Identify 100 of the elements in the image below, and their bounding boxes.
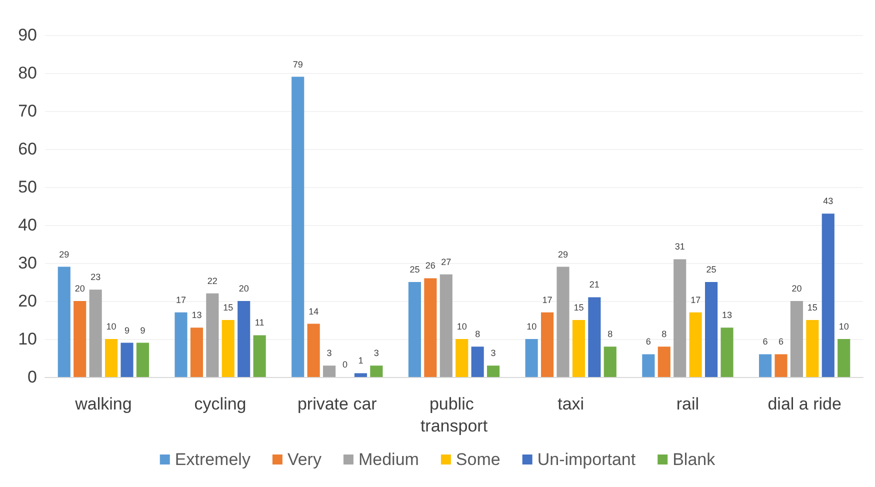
data-label: 29 (558, 249, 568, 260)
legend-label: Very (287, 450, 322, 469)
bar (487, 366, 500, 377)
data-label: 8 (608, 329, 613, 340)
bar (774, 354, 788, 377)
data-label: 23 (90, 272, 101, 282)
y-tick-label: 10 (18, 330, 37, 348)
data-label: 17 (542, 294, 552, 305)
data-label: 17 (176, 294, 186, 305)
data-label: 25 (410, 264, 420, 274)
bar (206, 293, 219, 377)
data-label: 13 (192, 310, 202, 320)
bar (105, 339, 118, 377)
legend-label: Medium (358, 450, 419, 469)
bar (838, 339, 850, 377)
bar (689, 312, 702, 377)
data-label: 10 (838, 322, 849, 332)
bar (556, 266, 570, 377)
bar (720, 328, 734, 377)
x-tick-label: dial a ride (768, 394, 842, 414)
x-tick-label: private car (297, 394, 378, 414)
x-tick-label: taxi (558, 394, 584, 414)
bar (642, 354, 655, 377)
data-label: 1 (358, 356, 364, 366)
bar (323, 366, 336, 377)
bar (525, 339, 538, 377)
y-tick-label: 70 (18, 102, 37, 120)
data-label: 8 (475, 329, 480, 340)
bar (758, 354, 772, 377)
data-label: 20 (792, 284, 802, 294)
y-tick-label: 90 (18, 26, 37, 44)
bar (456, 339, 468, 377)
data-label: 3 (490, 348, 496, 358)
data-label: 25 (706, 264, 716, 274)
data-label: 22 (207, 276, 218, 286)
data-label: 0 (342, 360, 348, 370)
bar (136, 342, 150, 377)
data-label: 8 (662, 329, 667, 340)
bar (190, 328, 203, 377)
bar (658, 346, 670, 377)
bar (541, 312, 554, 377)
data-label: 11 (254, 318, 264, 328)
bar (790, 301, 803, 377)
bar (440, 274, 452, 377)
bar (292, 76, 304, 377)
y-tick-label: 60 (18, 140, 37, 158)
data-label: 10 (106, 322, 116, 332)
bar (604, 346, 616, 377)
data-label: 13 (722, 310, 732, 320)
x-tick-label: rail (676, 394, 700, 414)
bar (471, 346, 484, 377)
legend-label: Extremely (174, 450, 251, 469)
y-tick-label: 20 (18, 292, 37, 310)
data-label: 31 (674, 242, 685, 252)
data-label: 3 (374, 348, 379, 358)
data-label: 3 (326, 348, 332, 358)
data-label: 6 (762, 336, 768, 347)
legend-label: Some (456, 450, 500, 469)
bar (222, 320, 234, 377)
bar (572, 320, 585, 377)
data-label: 9 (140, 325, 146, 336)
x-tick-label: walking (74, 394, 132, 414)
data-label: 29 (59, 249, 70, 260)
bar (238, 301, 250, 377)
x-tick-label: public transport (420, 394, 488, 436)
bar (58, 266, 70, 377)
bar (674, 259, 686, 377)
bar (370, 366, 383, 377)
bar (588, 297, 601, 377)
bar (307, 324, 320, 377)
bar (120, 342, 134, 377)
data-label: 9 (124, 325, 130, 336)
data-label: 20 (74, 284, 85, 294)
y-tick-label: 80 (18, 64, 37, 82)
data-label: 20 (238, 284, 249, 294)
legend-label: Un-important (537, 450, 636, 469)
data-label: 6 (646, 336, 651, 347)
legend-label: Blank (672, 450, 716, 469)
data-label: 17 (690, 294, 701, 305)
bar (89, 290, 102, 377)
bar (822, 214, 834, 377)
data-label: 26 (425, 260, 436, 271)
data-label: 15 (574, 302, 584, 312)
y-tick-label: 40 (18, 216, 37, 234)
bar (174, 312, 188, 377)
data-label: 15 (223, 302, 234, 312)
data-label: 14 (308, 306, 319, 316)
bar (74, 301, 86, 377)
y-tick-label: 50 (18, 178, 37, 196)
data-label: 10 (456, 322, 467, 332)
y-tick-label: 30 (18, 254, 37, 272)
data-label: 43 (823, 196, 834, 206)
x-tick-label: cycling (194, 394, 246, 414)
data-label: 79 (292, 59, 303, 70)
data-label: 10 (526, 322, 537, 332)
bar (424, 278, 437, 377)
bar (806, 320, 819, 377)
data-label: 6 (778, 336, 784, 347)
data-label: 21 (589, 280, 600, 290)
bar (354, 373, 367, 377)
